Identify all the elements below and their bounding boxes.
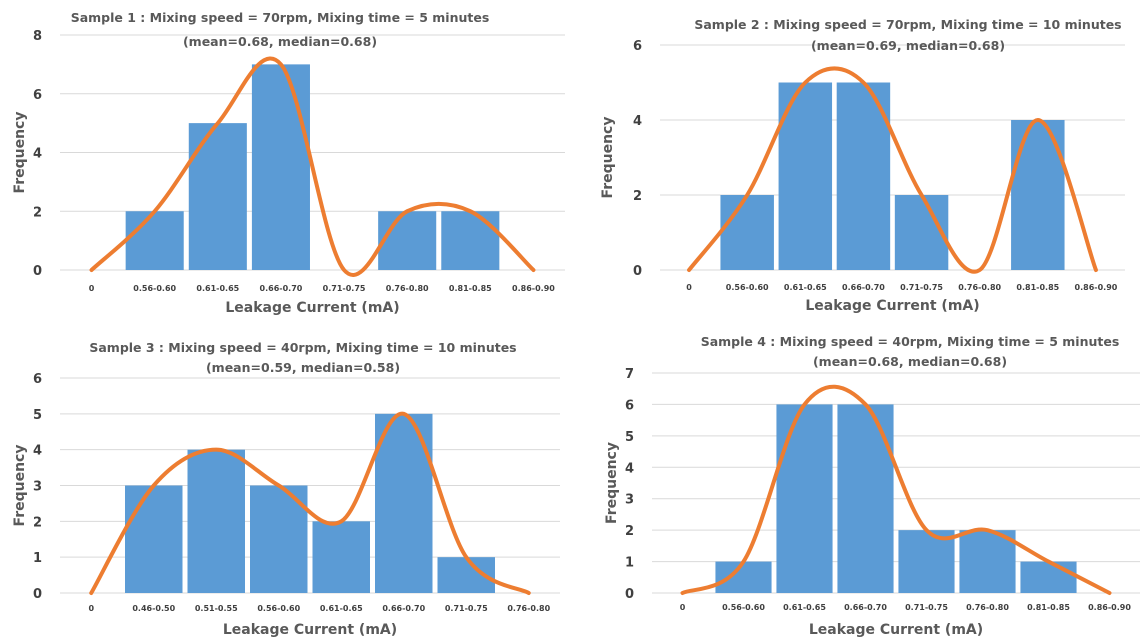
chart-subtitle: (mean=0.68, median=0.68) bbox=[183, 34, 377, 49]
x-tick-label: 0.76-0.80 bbox=[958, 283, 1001, 292]
y-tick-label: 3 bbox=[625, 493, 634, 508]
x-tick-label: 0.86-0.90 bbox=[1088, 603, 1131, 612]
x-tick-label: 0 bbox=[89, 284, 95, 293]
y-tick-label: 6 bbox=[633, 39, 642, 54]
y-tick-label: 0 bbox=[625, 587, 634, 602]
bar bbox=[1020, 562, 1076, 593]
y-tick-label: 2 bbox=[633, 189, 642, 204]
x-tick-label: 0.81-0.85 bbox=[1016, 283, 1059, 292]
bar bbox=[837, 404, 893, 593]
x-axis-label: Leakage Current (mA) bbox=[805, 298, 979, 314]
y-tick-label: 0 bbox=[633, 264, 642, 279]
bar bbox=[189, 123, 247, 270]
chart-sample-1: 0 2 4 6 8 0 0.56-0.60 0.61-0.65 0.66-0.70 0.71-0.… bbox=[0, 0, 575, 320]
y-tick-label: 2 bbox=[625, 524, 634, 539]
chart-svg-sample-4: 0 1 2 3 4 5 6 7 0 0.56-0.60 0.61-0.65 0.66-0.70 0.71… bbox=[585, 320, 1145, 640]
x-tick-label: 0.56-0.60 bbox=[257, 604, 300, 613]
x-tick-label: 0.71-0.75 bbox=[905, 603, 948, 612]
y-tick-label: 0 bbox=[33, 587, 42, 602]
chart-svg-sample-3: 0 1 2 3 4 5 6 0 0.46-0.50 0.51-0.55 0.56-0.60 0.61-… bbox=[0, 320, 575, 640]
y-tick-label: 1 bbox=[33, 551, 42, 566]
x-axis-label: Leakage Current (mA) bbox=[809, 622, 983, 638]
x-tick-label: 0.56-0.60 bbox=[133, 284, 176, 293]
y-axis-label: Frequency bbox=[12, 445, 28, 527]
y-tick-label: 3 bbox=[33, 480, 42, 495]
chart-svg-sample-1: 0 2 4 6 8 0 0.56-0.60 0.61-0.65 0.66-0.70 0.71-0.… bbox=[0, 0, 575, 320]
x-tick-label: 0.76-0.80 bbox=[966, 603, 1009, 612]
x-tick-label: 0.76-0.80 bbox=[507, 604, 550, 613]
y-tick-label: 5 bbox=[625, 430, 634, 445]
x-tick-label: 0.66-0.70 bbox=[382, 604, 425, 613]
chart-subtitle: (mean=0.69, median=0.68) bbox=[811, 38, 1005, 53]
y-tick-label: 2 bbox=[33, 515, 42, 530]
y-tick-label: 2 bbox=[33, 205, 42, 220]
x-tick-label: 0 bbox=[686, 283, 692, 292]
x-tick-label: 0.71-0.75 bbox=[445, 604, 488, 613]
chart-sample-2: 0 2 4 6 0 0.56-0.60 0.61-0.65 0.66-0.70 0.71-0.7… bbox=[585, 0, 1145, 320]
chart-title: Sample 4 : Mixing speed = 40rpm, Mixing … bbox=[701, 334, 1120, 349]
y-axis-label: Frequency bbox=[12, 112, 28, 194]
x-tick-label: 0 bbox=[680, 603, 686, 612]
x-tick-label: 0.51-0.55 bbox=[195, 604, 238, 613]
y-tick-label: 1 bbox=[625, 556, 634, 571]
bar bbox=[715, 562, 771, 593]
x-tick-label: 0.56-0.60 bbox=[726, 283, 769, 292]
bar bbox=[252, 64, 310, 270]
x-tick-label: 0 bbox=[88, 604, 94, 613]
chart-title: Sample 1 : Mixing speed = 70rpm, Mixing … bbox=[71, 10, 490, 25]
y-tick-label: 4 bbox=[625, 461, 634, 476]
y-tick-label: 6 bbox=[33, 372, 42, 387]
x-tick-label: 0.71-0.75 bbox=[900, 283, 943, 292]
y-tick-label: 4 bbox=[33, 147, 42, 162]
x-tick-label: 0.56-0.60 bbox=[722, 603, 765, 612]
x-axis-label: Leakage Current (mA) bbox=[225, 300, 399, 316]
x-tick-label: 0.81-0.85 bbox=[1027, 603, 1070, 612]
y-tick-label: 6 bbox=[625, 398, 634, 413]
bar bbox=[188, 450, 246, 593]
bar bbox=[776, 404, 832, 593]
bar bbox=[126, 211, 184, 270]
chart-sample-4: 0 1 2 3 4 5 6 7 0 0.56-0.60 0.61-0.65 0.66-0.70 0.71… bbox=[585, 320, 1145, 640]
y-tick-label: 8 bbox=[33, 29, 42, 44]
y-tick-label: 5 bbox=[33, 408, 42, 423]
y-tick-label: 0 bbox=[33, 264, 42, 279]
x-tick-label: 0.66-0.70 bbox=[260, 284, 303, 293]
x-axis-label: Leakage Current (mA) bbox=[223, 622, 397, 638]
y-tick-label: 7 bbox=[625, 367, 634, 382]
y-axis-label: Frequency bbox=[604, 442, 620, 524]
bar bbox=[378, 211, 436, 270]
bar bbox=[720, 195, 773, 270]
x-tick-label: 0.66-0.70 bbox=[844, 603, 887, 612]
y-tick-label: 4 bbox=[633, 114, 642, 129]
x-tick-label: 0.71-0.75 bbox=[323, 284, 366, 293]
x-tick-label: 0.61-0.65 bbox=[783, 603, 826, 612]
x-tick-label: 0.46-0.50 bbox=[132, 604, 175, 613]
y-axis-label: Frequency bbox=[600, 117, 616, 199]
y-tick-label: 4 bbox=[33, 444, 42, 459]
x-tick-label: 0.81-0.85 bbox=[449, 284, 492, 293]
bar bbox=[441, 211, 499, 270]
chart-svg-sample-2: 0 2 4 6 0 0.56-0.60 0.61-0.65 0.66-0.70 0.71-0.7… bbox=[585, 0, 1145, 320]
x-tick-label: 0.66-0.70 bbox=[842, 283, 885, 292]
x-tick-label: 0.86-0.90 bbox=[512, 284, 555, 293]
x-tick-label: 0.86-0.90 bbox=[1075, 283, 1118, 292]
chart-subtitle: (mean=0.68, median=0.68) bbox=[813, 354, 1007, 369]
x-tick-label: 0.76-0.80 bbox=[386, 284, 429, 293]
chart-subtitle: (mean=0.59, median=0.58) bbox=[206, 360, 400, 375]
chart-title: Sample 2 : Mixing speed = 70rpm, Mixing … bbox=[694, 17, 1121, 32]
chart-title: Sample 3 : Mixing speed = 40rpm, Mixing … bbox=[89, 340, 516, 355]
chart-sample-3: 0 1 2 3 4 5 6 0 0.46-0.50 0.51-0.55 0.56-0.60 0.61-… bbox=[0, 320, 575, 640]
bar bbox=[313, 521, 371, 593]
x-tick-label: 0.61-0.65 bbox=[784, 283, 827, 292]
bar bbox=[125, 486, 183, 594]
y-tick-label: 6 bbox=[33, 88, 42, 103]
x-tick-label: 0.61-0.65 bbox=[196, 284, 239, 293]
x-tick-label: 0.61-0.65 bbox=[320, 604, 363, 613]
